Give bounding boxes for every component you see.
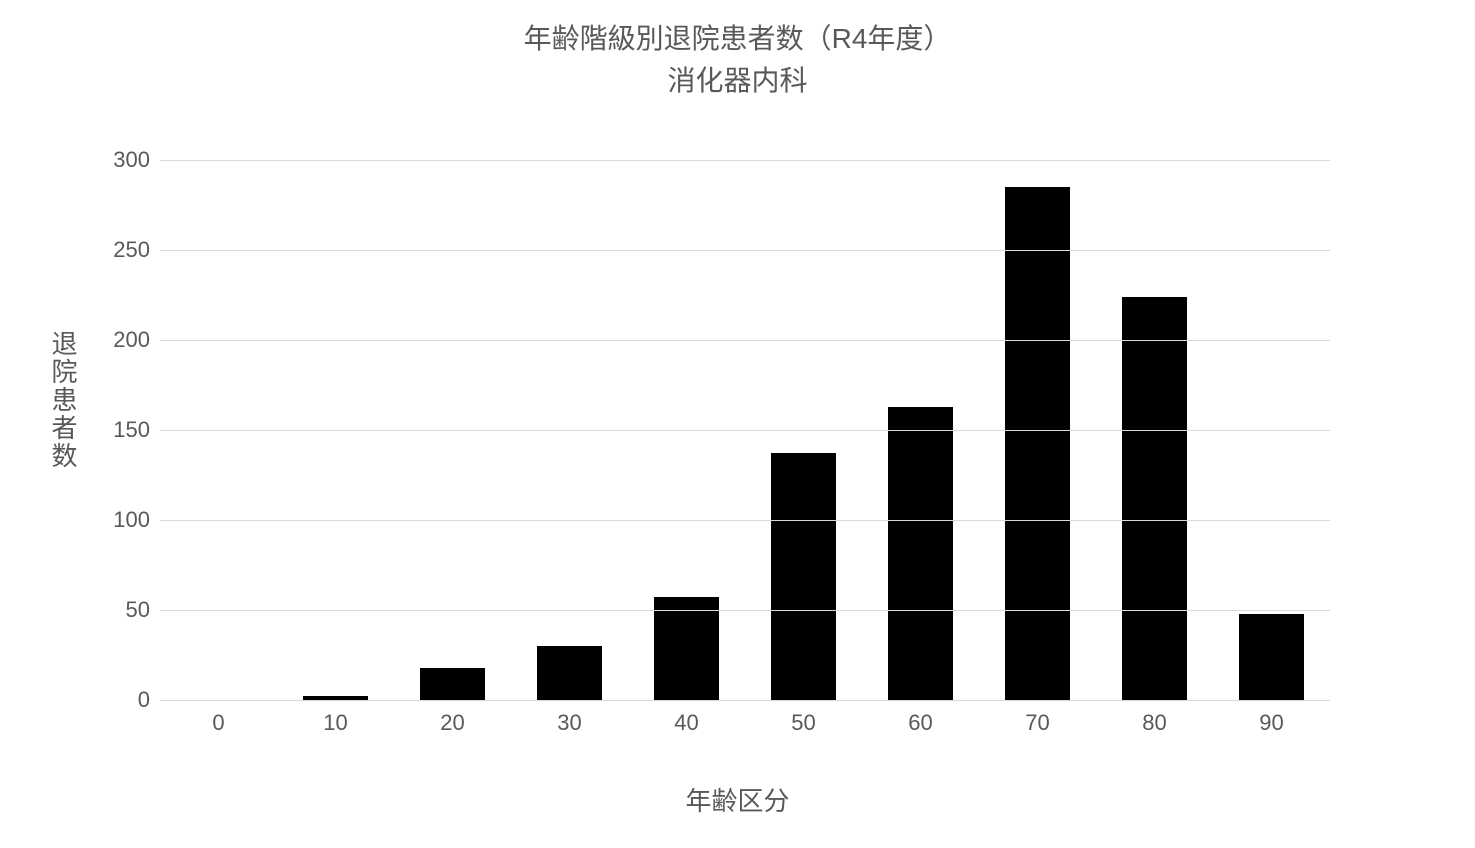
x-tick-label: 70 <box>1025 710 1049 736</box>
x-tick-label: 40 <box>674 710 698 736</box>
plot-area: 0102030405060708090 <box>160 160 1330 700</box>
y-axis-title: 退院患者数 <box>50 330 76 470</box>
x-axis-title: 年齢区分 <box>0 781 1475 818</box>
bar <box>1122 297 1186 700</box>
chart-title-block: 年齢階級別退院患者数（R4年度） 消化器内科 <box>0 18 1475 102</box>
gridline <box>160 520 1330 521</box>
y-tick-label: 250 <box>90 237 150 263</box>
y-tick-label: 150 <box>90 417 150 443</box>
y-tick-label: 200 <box>90 327 150 353</box>
chart-title-line1: 年齢階級別退院患者数（R4年度） <box>0 18 1475 60</box>
x-tick-label: 20 <box>440 710 464 736</box>
x-tick-label: 90 <box>1259 710 1283 736</box>
gridline <box>160 160 1330 161</box>
bar <box>1005 187 1069 700</box>
gridline <box>160 250 1330 251</box>
bar <box>654 597 718 700</box>
bar <box>420 668 484 700</box>
y-tick-label: 100 <box>90 507 150 533</box>
gridline <box>160 430 1330 431</box>
bar <box>1239 614 1303 700</box>
x-tick-label: 50 <box>791 710 815 736</box>
y-tick-label: 300 <box>90 147 150 173</box>
x-tick-label: 80 <box>1142 710 1166 736</box>
chart-title-line2: 消化器内科 <box>0 60 1475 102</box>
bar <box>771 453 835 700</box>
y-tick-label: 50 <box>90 597 150 623</box>
gridline <box>160 340 1330 341</box>
chart-container: 年齢階級別退院患者数（R4年度） 消化器内科 退院患者数 01020304050… <box>0 0 1475 848</box>
gridline <box>160 700 1330 701</box>
x-tick-label: 60 <box>908 710 932 736</box>
bar <box>888 407 952 700</box>
bar <box>537 646 601 700</box>
x-tick-label: 30 <box>557 710 581 736</box>
gridline <box>160 610 1330 611</box>
x-tick-label: 0 <box>212 710 224 736</box>
y-tick-label: 0 <box>90 687 150 713</box>
x-tick-label: 10 <box>323 710 347 736</box>
